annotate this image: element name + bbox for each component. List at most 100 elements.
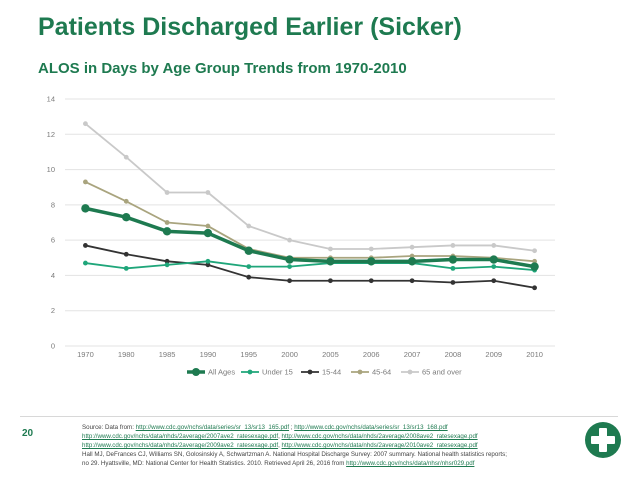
series-line <box>85 260 535 272</box>
data-point <box>491 243 497 248</box>
data-point <box>530 262 539 271</box>
source-separator: ; <box>289 424 295 431</box>
data-point <box>491 278 497 284</box>
legend-marker <box>247 369 253 375</box>
legend-label: 65 and over <box>422 368 462 377</box>
y-tick-label: 6 <box>51 236 55 245</box>
data-point <box>246 223 252 229</box>
data-point <box>164 262 170 268</box>
data-point <box>164 258 170 264</box>
citation-line: Hall MJ, DeFrances CJ, Williams SN, Golo… <box>82 451 507 458</box>
source-link[interactable]: http://www.cdc.gov/nchs/data/nhds/2avera… <box>82 442 279 449</box>
data-point <box>450 243 456 248</box>
data-point <box>122 213 131 222</box>
data-point <box>409 278 415 284</box>
source-prefix: Source: Data from: <box>82 424 136 431</box>
data-point <box>162 227 172 236</box>
chart-title: ALOS in Days by Age Group Trends from 19… <box>38 60 407 77</box>
footer-divider <box>20 416 618 417</box>
data-point <box>491 264 497 270</box>
data-point <box>287 264 292 270</box>
source-link[interactable]: http://www.cdc.gov/nchs/data/nhds/2avera… <box>281 442 478 449</box>
citation-line: no 29. Hyattsville, MD: National Center … <box>82 460 347 467</box>
x-tick-label: 1970 <box>77 350 94 359</box>
data-point <box>287 237 292 243</box>
data-point <box>81 204 90 213</box>
data-point <box>83 260 88 266</box>
data-point <box>205 258 211 264</box>
source-link[interactable]: http://www.cdc.gov/nchs/data/nhds/2avera… <box>82 433 279 440</box>
x-tick-label: 1980 <box>118 350 135 359</box>
data-point <box>205 190 211 195</box>
legend-label: 45-64 <box>372 368 391 377</box>
legend-label: 15-44 <box>322 368 341 377</box>
data-point <box>532 285 537 291</box>
data-point <box>532 248 537 254</box>
source-link[interactable]: http://www.cdc.gov/nchs/data/series/sr_1… <box>294 424 448 431</box>
data-point <box>368 278 374 284</box>
slide-title: Patients Discharged Earlier (Sicker) <box>38 13 462 41</box>
data-point <box>285 255 294 264</box>
data-point <box>246 264 252 270</box>
data-point <box>328 278 333 284</box>
y-tick-label: 10 <box>47 165 55 174</box>
y-tick-label: 2 <box>51 306 55 315</box>
data-point <box>164 220 170 225</box>
data-point <box>246 274 252 280</box>
data-point <box>450 265 456 271</box>
data-point <box>123 265 129 271</box>
source-notes: Source: Data from: http://www.cdc.gov/nc… <box>82 423 552 468</box>
series-line <box>85 181 535 263</box>
legend-marker <box>192 368 200 376</box>
data-point <box>407 257 417 266</box>
data-point <box>287 278 292 284</box>
source-link[interactable]: http://www.cdc.gov/nchs/data/series/sr_1… <box>135 424 290 431</box>
data-point <box>205 262 211 268</box>
legend-label: All Ages <box>208 368 235 377</box>
data-point <box>244 246 253 255</box>
medical-cross-icon <box>585 422 621 458</box>
y-tick-label: 4 <box>51 271 55 280</box>
legend-marker <box>407 369 413 375</box>
legend-marker <box>307 369 313 375</box>
x-tick-label: 2006 <box>363 350 380 359</box>
slide-number: 20 <box>22 428 34 439</box>
data-point <box>448 255 458 264</box>
legend-label: Under 15 <box>262 368 293 377</box>
x-tick-label: 2009 <box>485 350 502 359</box>
data-point <box>328 246 333 252</box>
data-point <box>83 243 88 248</box>
data-point <box>203 228 213 238</box>
y-tick-label: 8 <box>51 200 55 209</box>
data-point <box>326 257 335 266</box>
data-point <box>489 255 498 264</box>
data-point <box>123 198 129 204</box>
data-point <box>164 190 170 195</box>
data-point <box>83 179 88 185</box>
data-point <box>409 244 415 250</box>
data-point <box>83 121 88 127</box>
data-point <box>123 251 129 257</box>
x-tick-label: 2007 <box>404 350 421 359</box>
series-line <box>85 244 535 289</box>
x-tick-label: 1985 <box>159 350 176 359</box>
y-tick-label: 12 <box>47 130 55 139</box>
x-tick-label: 2008 <box>445 350 462 359</box>
x-tick-label: 2000 <box>281 350 298 359</box>
y-tick-label: 0 <box>51 342 55 351</box>
x-tick-label: 2005 <box>322 350 339 359</box>
series-line <box>85 206 535 269</box>
x-tick-label: 1990 <box>200 350 217 359</box>
legend-marker <box>357 369 363 375</box>
x-tick-label: 2010 <box>526 350 543 359</box>
data-point <box>123 154 129 160</box>
y-tick-label: 14 <box>47 95 55 104</box>
series-line <box>84 123 535 252</box>
source-link[interactable]: http://www.cdc.gov/nchs/data/nhsr/nhsr02… <box>346 460 475 467</box>
data-point <box>450 280 456 285</box>
line-chart: 0 2 4 6 8 10 12 14 1970 1980 1985 1990 1995 2000 2005 2… <box>47 95 555 377</box>
data-point <box>532 258 537 264</box>
data-point <box>205 223 211 229</box>
data-point <box>409 253 415 259</box>
source-link[interactable]: http://www.cdc.gov/nchs/data/nhds/2avera… <box>281 433 478 440</box>
